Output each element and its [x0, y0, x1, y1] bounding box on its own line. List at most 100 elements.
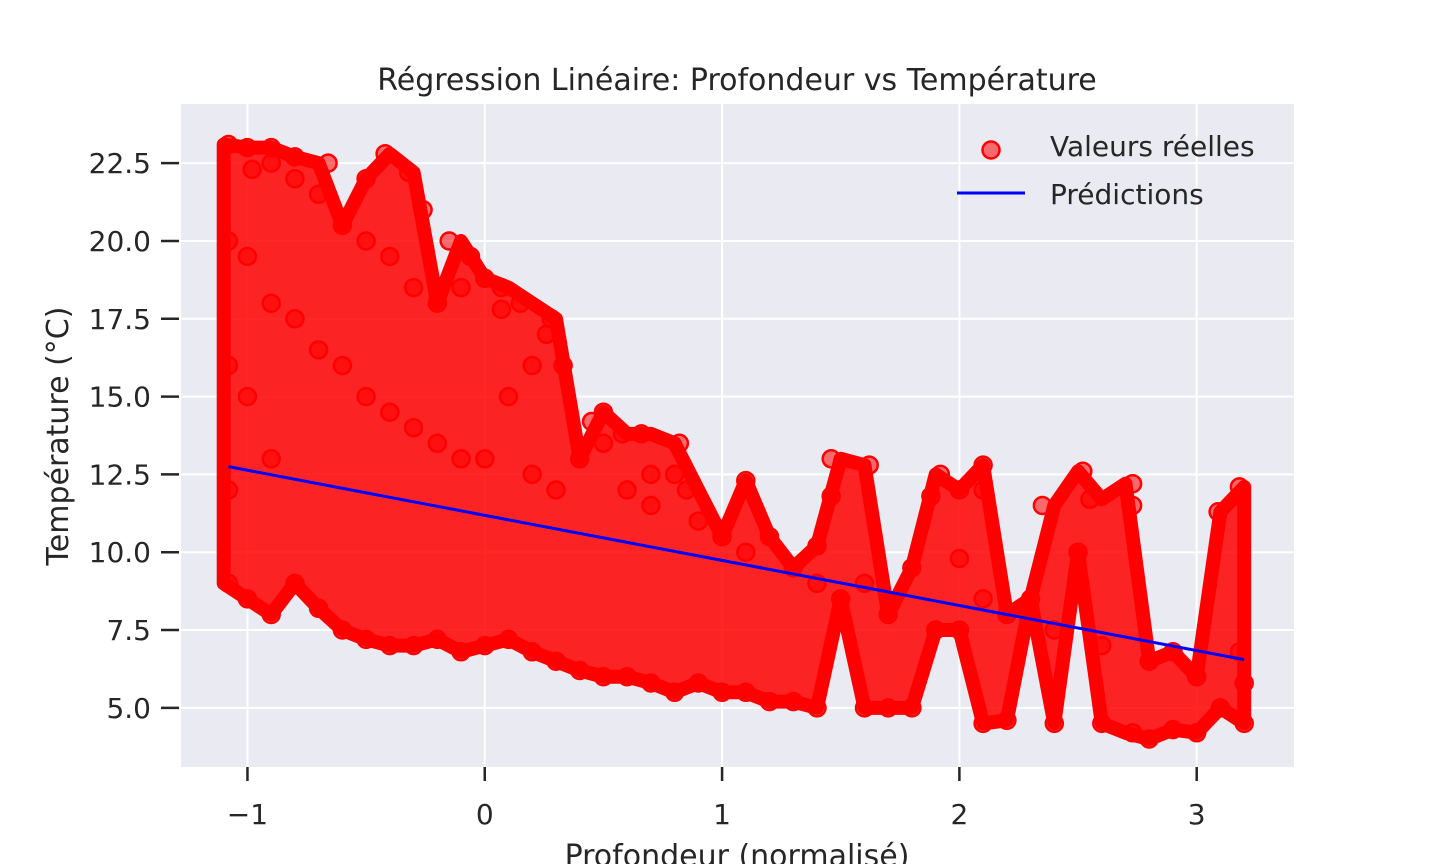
- scatter-point: [641, 495, 661, 516]
- y-tick-label: 15.0: [89, 381, 151, 414]
- scatter-point: [242, 159, 262, 180]
- x-tick-label: −1: [227, 798, 268, 831]
- scatter-point: [736, 542, 756, 562]
- scatter-point: [218, 355, 239, 376]
- scatter-point: [664, 464, 685, 485]
- scatter-point: [641, 464, 661, 485]
- scatter-point: [356, 168, 376, 189]
- y-tick-label: 10.0: [89, 536, 151, 569]
- scatter-point: [460, 246, 481, 267]
- scatter-point: [783, 691, 804, 712]
- scatter-point: [375, 144, 395, 164]
- x-tick-label: 3: [1188, 798, 1206, 831]
- scatter-point: [403, 635, 424, 656]
- scatter-point: [356, 629, 376, 650]
- scatter-point: [261, 449, 281, 469]
- axes: −1 0 1 2 3 5.0 7.5 10.0 12.5 15.0 17.5 20.0 22.5: [89, 147, 1206, 831]
- scatter-point: [285, 168, 305, 189]
- scatter-point: [546, 651, 566, 671]
- scatter-point: [821, 449, 841, 469]
- scatter-point: [669, 433, 690, 454]
- scatter-point: [612, 424, 633, 444]
- scatter-point: [878, 698, 898, 718]
- x-tick-label: 1: [713, 798, 731, 831]
- scatter-point: [569, 660, 590, 681]
- scatter-point: [380, 635, 400, 656]
- scatter-point: [475, 268, 495, 289]
- scatter-point: [878, 604, 898, 625]
- scatter-point: [403, 417, 424, 438]
- scatter-point: [475, 635, 495, 656]
- scatter-point: [973, 713, 993, 734]
- scatter-point: [498, 386, 519, 407]
- scatter-point: [439, 231, 459, 251]
- scatter-point: [427, 433, 448, 454]
- scatter-point: [1229, 477, 1250, 497]
- scatter-point: [973, 589, 993, 609]
- scatter-point: [332, 215, 353, 236]
- scatter-point: [285, 309, 305, 329]
- scatter-point: [285, 573, 305, 594]
- scatter-point: [356, 386, 376, 407]
- scatter-point: [218, 231, 239, 251]
- scatter-point: [997, 710, 1017, 731]
- y-tick-label: 17.5: [89, 303, 151, 336]
- scatter-point: [1186, 723, 1207, 743]
- scatter-point: [949, 620, 970, 640]
- scatter-point: [902, 558, 922, 578]
- scatter-point: [949, 480, 970, 500]
- scatter-point: [427, 629, 448, 650]
- scatter-point: [712, 526, 732, 547]
- scatter-point: [380, 246, 400, 267]
- scatter-point: [631, 424, 652, 444]
- scatter-point: [318, 153, 338, 173]
- scatter-point: [664, 682, 685, 703]
- scatter-point: [949, 548, 970, 569]
- scatter-point: [218, 480, 239, 500]
- scatter-point: [1020, 589, 1041, 609]
- scatter-point: [676, 480, 697, 500]
- scatter-point: [308, 598, 329, 619]
- scatter-point: [218, 573, 239, 594]
- legend: Valeurs réelles Prédictions: [957, 130, 1255, 211]
- x-axis-label: Profondeur (normalisé): [565, 839, 910, 864]
- chart-title: Régression Linéaire: Profondeur vs Tempé…: [377, 63, 1097, 98]
- scatter-point: [921, 486, 941, 506]
- scatter-point: [403, 277, 424, 298]
- scatter-point: [218, 134, 239, 155]
- scatter-point: [522, 355, 542, 376]
- scatter-point: [261, 293, 281, 313]
- scatter-point: [491, 277, 512, 298]
- scatter-point: [522, 464, 542, 485]
- scatter-point: [688, 511, 709, 531]
- scatter-point: [736, 682, 756, 703]
- y-tick-label: 7.5: [106, 614, 151, 647]
- scatter-point: [854, 698, 875, 718]
- scatter-point: [285, 147, 305, 167]
- scatter-points: [218, 134, 1254, 749]
- scatter-point: [237, 246, 258, 267]
- x-tick-label: 2: [950, 798, 968, 831]
- scatter-point: [261, 604, 281, 625]
- scatter-point: [617, 666, 637, 687]
- y-axis-label: Température (°C): [41, 307, 76, 567]
- scatter-point: [1234, 673, 1254, 693]
- scatter-point: [399, 162, 419, 183]
- scatter-point: [736, 470, 756, 491]
- scatter-point: [1229, 642, 1250, 662]
- scatter-point: [237, 386, 258, 407]
- scatter-point: [617, 480, 637, 500]
- scatter-point: [593, 433, 614, 454]
- scatter-point: [308, 340, 329, 360]
- scatter-point: [413, 200, 433, 220]
- scatter-point: [427, 293, 448, 313]
- scatter-point: [1122, 723, 1143, 743]
- scatter-point: [973, 480, 993, 500]
- scatter-point: [1122, 473, 1143, 494]
- x-tick-label: 0: [476, 798, 494, 831]
- scatter-point: [902, 698, 922, 718]
- y-tick-label: 20.0: [89, 225, 151, 258]
- scatter-point: [759, 526, 780, 547]
- scatter-point: [688, 673, 709, 693]
